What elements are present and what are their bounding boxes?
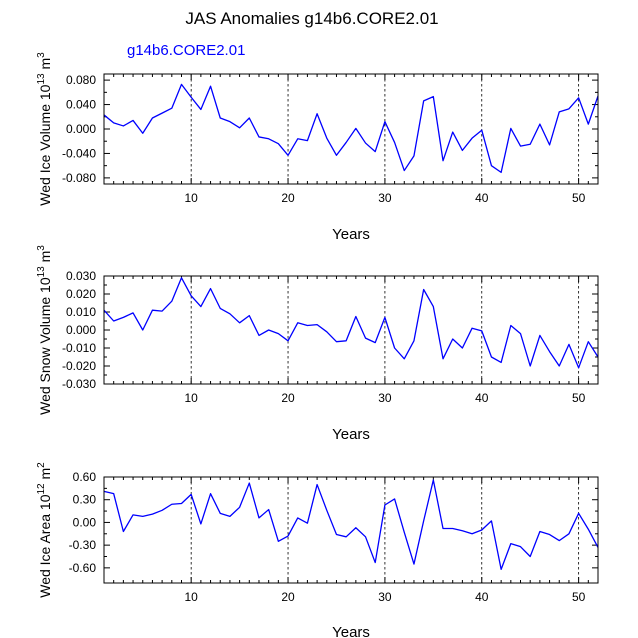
ice-area-y-tick-label: 0.60	[73, 470, 97, 484]
legend-label: g14b6.CORE2.01	[127, 42, 245, 59]
ice-area-x-tick-label: 30	[378, 590, 392, 604]
ice-area-series-line	[103, 479, 599, 571]
ice-area-y-axis-label: Wed Ice Area 1012 m2	[36, 462, 53, 598]
ice-area-x-tick-label: 50	[572, 590, 586, 604]
ice-area-x-tick-label: 10	[184, 590, 198, 604]
ice-volume-x-tick-label: 40	[475, 191, 489, 205]
ice-volume-x-axis-label: Years	[332, 226, 370, 243]
panel-snow-volume: 10 20 30 40 50 0.030 0.020 0.010 0.000 -0.010 -0.0…	[36, 245, 599, 443]
ice-volume-x-tick-label: 20	[281, 191, 295, 205]
ice-volume-x-tick-label: 50	[572, 191, 586, 205]
snow-volume-x-tick-label: 40	[475, 391, 489, 405]
snow-volume-y-tick-label: 0.030	[66, 269, 96, 283]
ice-volume-y-tick-label: -0.080	[62, 171, 96, 185]
ice-volume-y-tick-label: -0.040	[62, 146, 96, 160]
snow-volume-y-axis-label: Wed Snow Volume 1013 m3	[36, 245, 53, 415]
snow-volume-y-tick-label: -0.010	[62, 341, 96, 355]
panel-ice-volume: 10 20 30 40 50 0.080 0.040 0.000 -0.040 -0.080 Yea…	[36, 52, 599, 243]
snow-volume-y-tick-label: 0.000	[66, 323, 96, 337]
ice-volume-y-axis-label: Wed Ice Volume 1013 m3	[36, 52, 53, 206]
ice-volume-x-tick-label: 10	[184, 191, 198, 205]
snow-volume-plot-frame	[103, 275, 599, 385]
snow-volume-y-tick-label: 0.010	[66, 305, 96, 319]
ice-area-plot-frame	[103, 476, 599, 584]
snow-volume-y-tick-label: -0.020	[62, 359, 96, 373]
ice-area-x-tick-label: 40	[475, 590, 489, 604]
panel-ice-area: 10 20 30 40 50 0.60 0.30 0.00 -0.30 -0.60 Years Wed…	[36, 462, 599, 638]
ice-area-y-tick-label: 0.00	[73, 515, 97, 529]
ice-area-x-axis-label: Years	[332, 624, 370, 638]
ice-volume-y-tick-label: 0.000	[66, 122, 96, 136]
ice-volume-plot-frame	[103, 73, 599, 185]
snow-volume-y-tick-label: 0.020	[66, 287, 96, 301]
ice-area-y-tick-label: 0.30	[73, 493, 97, 507]
snow-volume-x-tick-label: 50	[572, 391, 586, 405]
snow-volume-x-tick-label: 30	[378, 391, 392, 405]
ice-volume-y-tick-label: 0.080	[66, 73, 96, 87]
ice-area-y-tick-label: -0.60	[69, 561, 97, 575]
snow-volume-x-tick-label: 20	[281, 391, 295, 405]
figure-title: JAS Anomalies g14b6.CORE2.01	[185, 9, 438, 28]
ice-volume-series-line	[103, 83, 599, 174]
ice-area-y-tick-label: -0.30	[69, 538, 97, 552]
ice-area-x-tick-label: 20	[281, 590, 295, 604]
snow-volume-series-line	[103, 277, 599, 369]
snow-volume-x-axis-label: Years	[332, 426, 370, 443]
ice-volume-y-tick-label: 0.040	[66, 98, 96, 112]
ice-volume-x-tick-label: 30	[378, 191, 392, 205]
snow-volume-x-tick-label: 10	[184, 391, 198, 405]
snow-volume-y-tick-label: -0.030	[62, 377, 96, 391]
